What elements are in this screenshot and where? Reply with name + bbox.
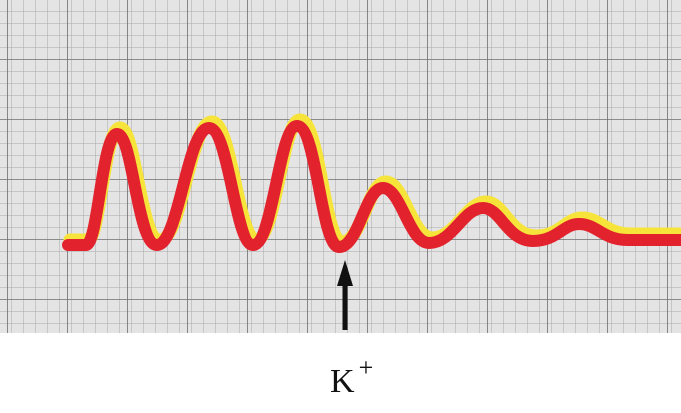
figure: K+ [0, 0, 681, 413]
ion-label: K+ [330, 353, 373, 400]
ion-charge: + [359, 353, 374, 382]
ion-symbol: K [330, 363, 355, 400]
